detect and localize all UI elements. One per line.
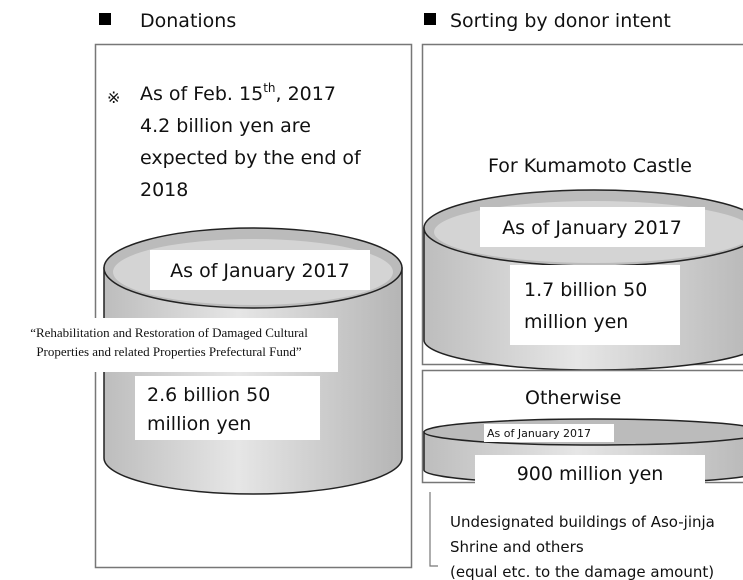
amount: 1.7 billion 50 — [524, 279, 647, 301]
note-sup: th — [263, 81, 275, 95]
note-line: As of Feb. 15th, 2017 — [140, 81, 336, 105]
note-line: expected by the end of — [140, 147, 362, 169]
note-line: 4.2 billion yen are — [140, 115, 311, 137]
amount-box — [510, 265, 680, 345]
fund-name: “Rehabilitation and Restoration of Damag… — [30, 325, 308, 340]
label-box — [150, 250, 370, 290]
cylinder-label: As of January 2017 — [502, 217, 682, 239]
label-box — [480, 207, 705, 247]
label-box — [484, 424, 614, 442]
description: (equal etc. to the damage amount) — [450, 563, 714, 580]
description: Shrine and others — [450, 538, 584, 556]
amount: million yen — [524, 311, 628, 333]
note-text: As of Feb. 15 — [140, 83, 263, 105]
amount: million yen — [147, 413, 251, 435]
cylinder-label: As of January 2017 — [170, 260, 350, 282]
panel-box — [94, 43, 413, 569]
heading: For Kumamoto Castle — [488, 155, 692, 177]
bracket — [429, 492, 438, 567]
fund-name: Properties and related Properties Prefec… — [36, 344, 302, 359]
panel-title: Sorting by donor intent — [450, 10, 671, 32]
cylinder-label: As of January 2017 — [487, 427, 591, 440]
bullet — [99, 13, 111, 25]
panel-title: Donations — [140, 10, 236, 32]
amount: 900 million yen — [517, 463, 664, 485]
heading: Otherwise — [525, 387, 621, 409]
bullet — [424, 13, 436, 25]
note-line: 2018 — [140, 179, 188, 201]
amount-box — [475, 455, 705, 491]
amount: 2.6 billion 50 — [147, 384, 270, 406]
fund-box — [0, 318, 338, 372]
description: Undesignated buildings of Aso-jinja — [450, 513, 715, 531]
amount-box — [135, 376, 320, 440]
note-text: , 2017 — [276, 83, 336, 105]
note-mark: ※ — [107, 88, 120, 107]
